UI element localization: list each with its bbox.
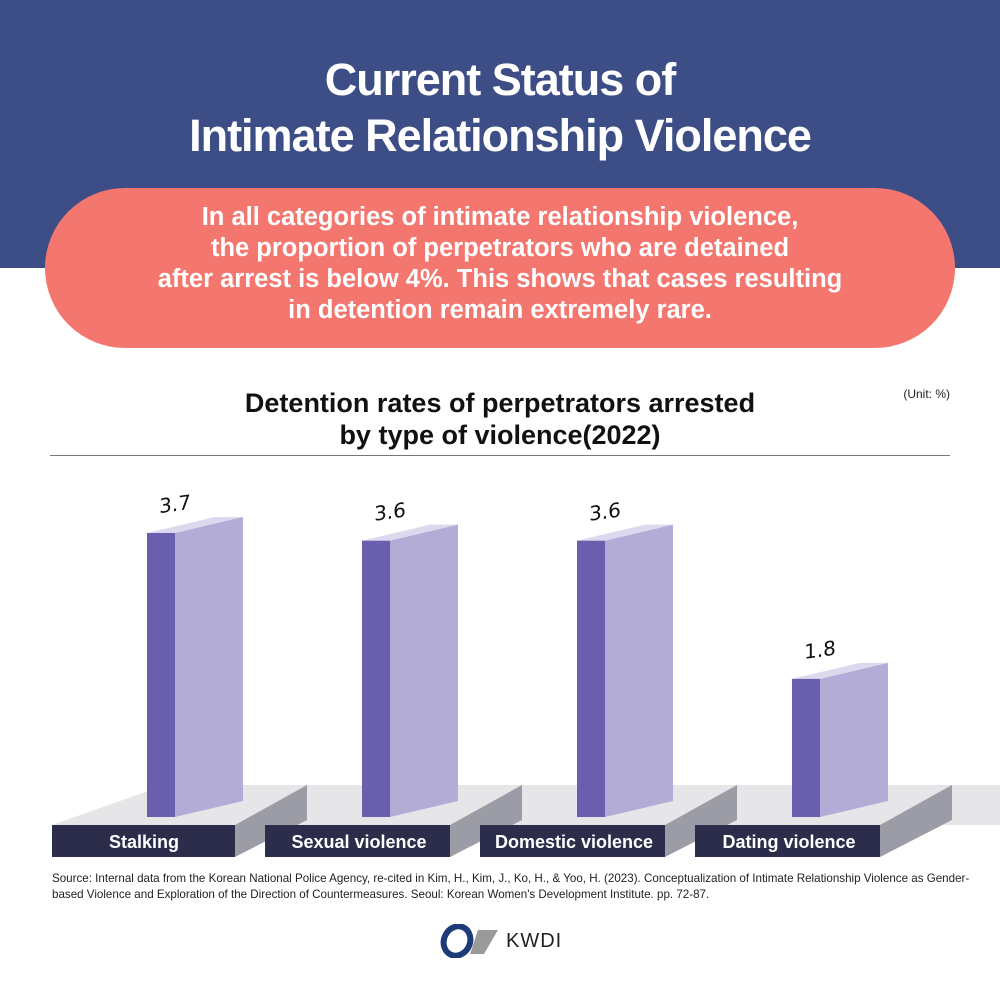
- data-label: 1.8: [804, 636, 836, 664]
- category-label: Stalking: [109, 832, 179, 852]
- label-base-side: [665, 785, 737, 857]
- data-label: 3.7: [159, 490, 191, 518]
- category-label: Domestic violence: [495, 832, 653, 852]
- summary-line: after arrest is below 4%. This shows tha…: [157, 265, 843, 293]
- bar: [362, 540, 390, 817]
- bar-top: [362, 524, 458, 541]
- source-note: Source: Internal data from the Korean Na…: [52, 872, 970, 901]
- kwdi-logo: KWDI: [440, 924, 562, 958]
- summary-line: the proportion of perpetrators who are d…: [210, 234, 790, 262]
- bar-side: [390, 524, 458, 817]
- title-line-1: Current Status of: [324, 54, 677, 105]
- category-label-box: [480, 825, 665, 857]
- bar-side: [175, 517, 243, 817]
- bar-top: [147, 517, 243, 533]
- category-label-box: [695, 825, 880, 857]
- data-label: 3.6: [374, 498, 406, 526]
- category-label: Sexual violence: [291, 832, 426, 852]
- bar: [792, 678, 820, 817]
- chart-title-line-2: by type of violence(2022): [339, 420, 661, 450]
- bar: [147, 533, 175, 817]
- chart-title-line-1: Detention rates of perpetrators arrested: [244, 388, 756, 418]
- logo-text: KWDI: [506, 929, 563, 952]
- summary-line: in detention remain extremely rare.: [288, 296, 712, 324]
- bar-side: [820, 662, 888, 817]
- category-label-box: [52, 825, 235, 857]
- page-title: Current Status of Intimate Relationship …: [0, 52, 1000, 164]
- unit-label: (Unit: %): [903, 387, 950, 401]
- data-label: 3.6: [589, 498, 621, 526]
- kwdi-emblem-icon: [440, 924, 498, 958]
- category-label-box: [265, 825, 450, 857]
- chart-title: Detention rates of perpetrators arrested…: [0, 387, 1000, 451]
- summary-callout: In all categories of intimate relationsh…: [45, 188, 955, 348]
- divider: [50, 455, 950, 456]
- summary-line: In all categories of intimate relationsh…: [201, 203, 799, 231]
- title-line-2: Intimate Relationship Violence: [189, 110, 812, 161]
- bar-top: [792, 662, 888, 679]
- label-base-side: [880, 785, 952, 857]
- category-label: Dating violence: [722, 832, 855, 852]
- bar-top: [577, 524, 673, 541]
- bar-side: [605, 524, 673, 817]
- label-base-side: [450, 785, 522, 857]
- label-base-side: [235, 785, 307, 857]
- bar: [577, 540, 605, 817]
